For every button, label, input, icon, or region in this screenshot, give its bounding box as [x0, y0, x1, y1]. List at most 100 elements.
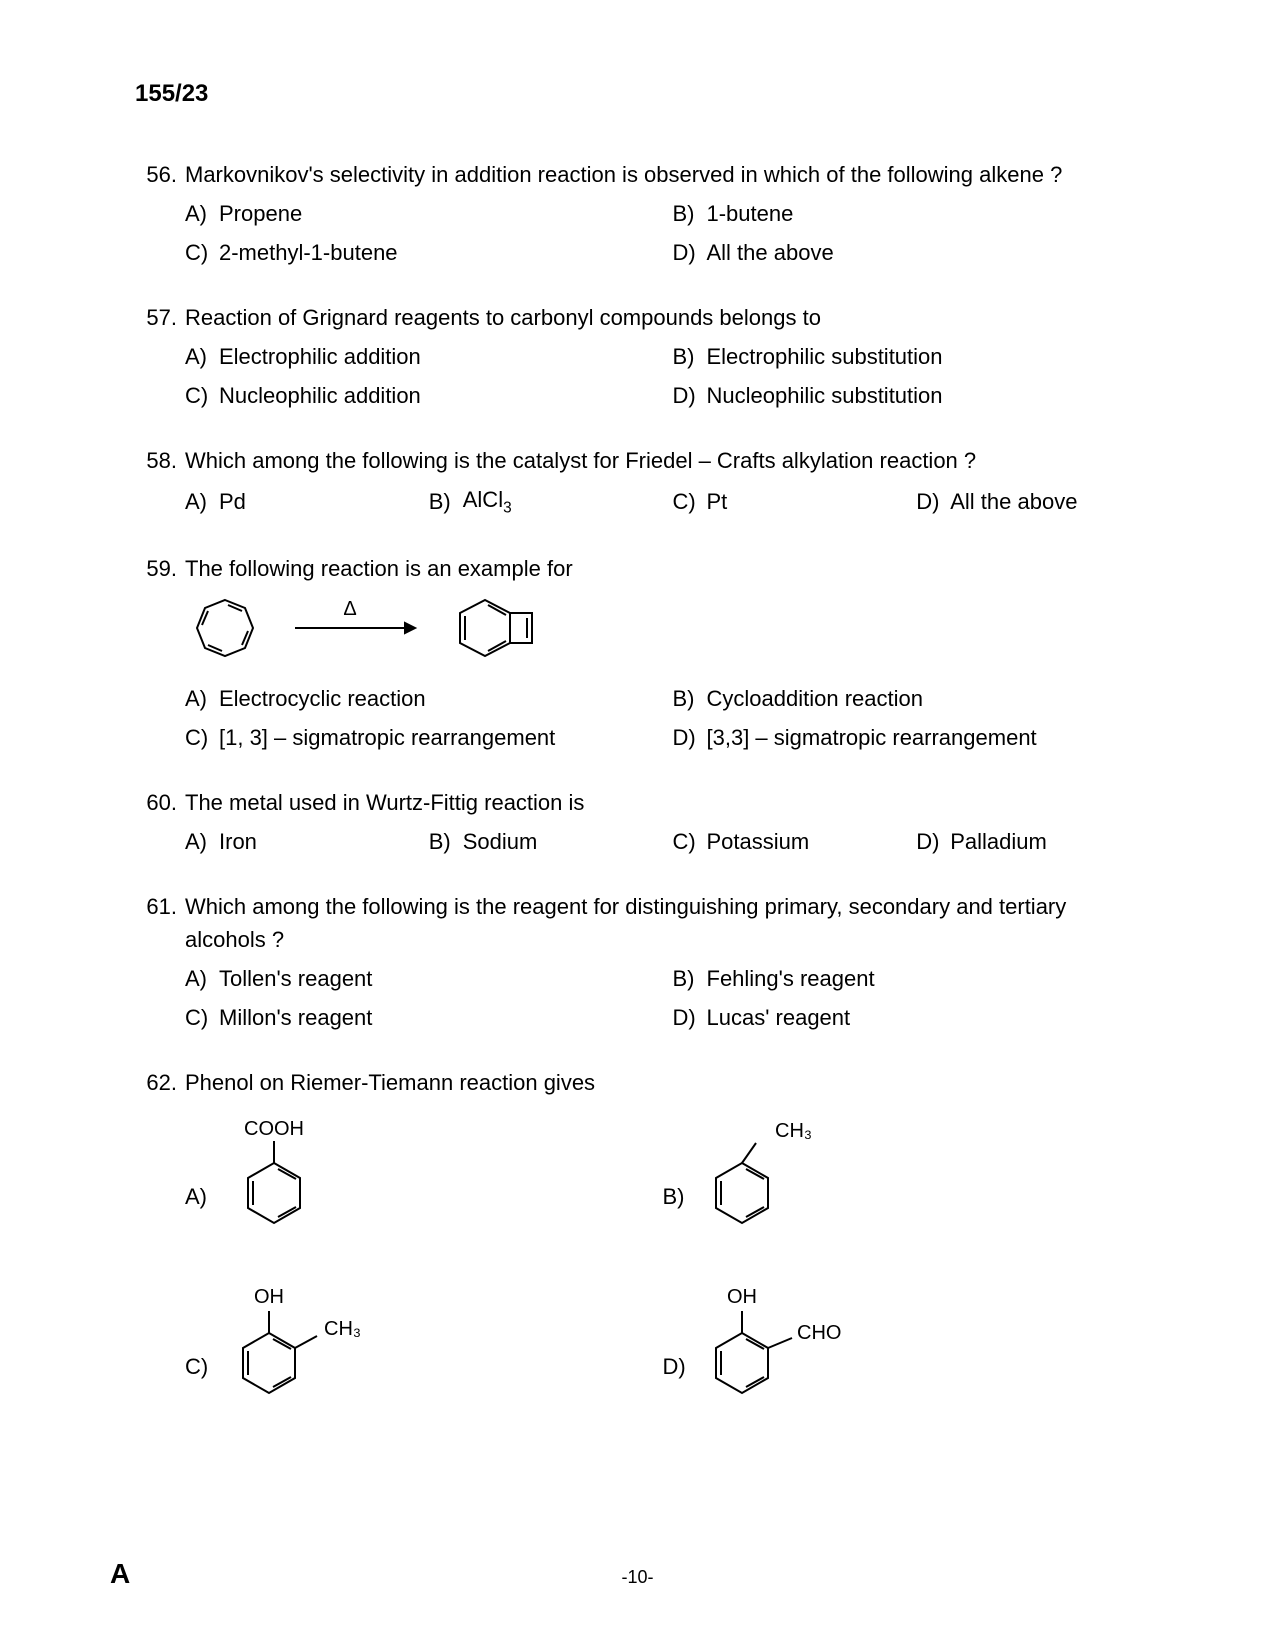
option-text: All the above [950, 485, 1077, 518]
question-61: 61. Which among the following is the rea… [135, 890, 1140, 1034]
page-header: 155/23 [135, 80, 1140, 108]
option-label: D) [673, 379, 707, 412]
option-b: B)Cycloaddition reaction [673, 682, 1141, 715]
svg-text:CH₃: CH₃ [324, 1318, 361, 1340]
option-text: Electrophilic addition [219, 340, 421, 373]
question-number: 59. [135, 552, 185, 585]
option-text: Fehling's reagent [707, 962, 875, 995]
svg-text:Δ: Δ [343, 598, 356, 620]
option-c: C)Nucleophilic addition [185, 379, 653, 412]
option-a: A)Tollen's reagent [185, 962, 653, 995]
option-text: Propene [219, 197, 302, 230]
option-text: Pt [707, 485, 728, 518]
question-text: Which among the following is the reagent… [185, 890, 1140, 956]
question-number: 56. [135, 158, 185, 191]
option-c: C)[1, 3] – sigmatropic rearrangement [185, 721, 653, 754]
option-a: A)Propene [185, 197, 653, 230]
question-60: 60. The metal used in Wurtz-Fittig react… [135, 786, 1140, 858]
option-d: D)Nucleophilic substitution [673, 379, 1141, 412]
option-label: B) [673, 962, 707, 995]
option-label: B) [663, 1180, 697, 1213]
option-label: A) [185, 485, 219, 518]
option-b: B)1-butene [673, 197, 1141, 230]
option-label: C) [673, 485, 707, 518]
option-label: C) [185, 721, 219, 754]
option-text: Potassium [707, 825, 810, 858]
option-c: C)Potassium [673, 825, 897, 858]
option-a: A)Electrophilic addition [185, 340, 653, 373]
option-text: Nucleophilic addition [219, 379, 421, 412]
option-text: Cycloaddition reaction [707, 682, 923, 715]
option-text: 1-butene [707, 197, 794, 230]
question-number: 58. [135, 444, 185, 477]
option-a: A)Iron [185, 825, 409, 858]
svg-text:OH: OH [727, 1286, 757, 1308]
question-number: 60. [135, 786, 185, 819]
option-label: B) [673, 682, 707, 715]
footer-series: A [110, 1558, 130, 1590]
option-text: All the above [707, 236, 834, 269]
option-a: A)Pd [185, 483, 409, 520]
option-text: Pd [219, 485, 246, 518]
option-text: Tollen's reagent [219, 962, 372, 995]
option-c: C)Pt [673, 483, 897, 520]
option-label: C) [185, 379, 219, 412]
reaction-diagram: Δ [185, 593, 1140, 672]
option-label: C) [185, 236, 219, 269]
option-label: A) [185, 682, 219, 715]
option-d: D)[3,3] – sigmatropic rearrangement [673, 721, 1141, 754]
option-label: D) [673, 1001, 707, 1034]
svg-text:CH₃: CH₃ [775, 1120, 812, 1142]
structure-icon: OH CHO [697, 1273, 877, 1413]
question-text: The following reaction is an example for [185, 552, 1140, 585]
option-c: C)Millon's reagent [185, 1001, 653, 1034]
option-text: Millon's reagent [219, 1001, 372, 1034]
question-number: 61. [135, 890, 185, 923]
option-text: Electrocyclic reaction [219, 682, 426, 715]
option-label: A) [185, 962, 219, 995]
question-58: 58. Which among the following is the cat… [135, 444, 1140, 520]
option-text: 2-methyl-1-butene [219, 236, 398, 269]
option-text: Sodium [463, 825, 538, 858]
question-number: 57. [135, 301, 185, 334]
option-label: B) [429, 825, 463, 858]
svg-text:OH: OH [254, 1286, 284, 1308]
option-label: B) [673, 197, 707, 230]
question-57: 57. Reaction of Grignard reagents to car… [135, 301, 1140, 412]
option-label: B) [673, 340, 707, 373]
option-b: B)Electrophilic substitution [673, 340, 1141, 373]
option-label: D) [673, 721, 707, 754]
footer-page-number: -10- [621, 1567, 653, 1588]
question-number: 62. [135, 1066, 185, 1099]
option-text: Nucleophilic substitution [707, 379, 943, 412]
option-text: Iron [219, 825, 257, 858]
option-b: B)Sodium [429, 825, 653, 858]
option-text: [1, 3] – sigmatropic rearrangement [219, 721, 555, 754]
option-label: A) [185, 825, 219, 858]
structure-icon: OH CH₃ [219, 1273, 389, 1413]
option-b: B)Fehling's reagent [673, 962, 1141, 995]
question-text: The metal used in Wurtz-Fittig reaction … [185, 786, 1140, 819]
option-d: D)Lucas' reagent [673, 1001, 1141, 1034]
option-text: Palladium [950, 825, 1047, 858]
question-56: 56. Markovnikov's selectivity in additio… [135, 158, 1140, 269]
option-c: C) OH CH₃ [185, 1273, 663, 1413]
option-b: B)AlCl3 [429, 483, 653, 520]
option-label: D) [663, 1350, 697, 1383]
structure-icon: COOH [219, 1113, 359, 1243]
option-label: C) [185, 1350, 219, 1383]
option-label: A) [185, 197, 219, 230]
option-text: [3,3] – sigmatropic rearrangement [707, 721, 1037, 754]
option-d: D)All the above [673, 236, 1141, 269]
option-label: D) [916, 485, 950, 518]
option-a: A) COOH [185, 1113, 663, 1243]
page-container: 155/23 56. Markovnikov's selectivity in … [0, 0, 1275, 1650]
option-label: C) [185, 1001, 219, 1034]
structure-icon: CH₃ [697, 1113, 837, 1243]
option-d: D) OH CHO [663, 1273, 1141, 1413]
svg-text:COOH: COOH [244, 1118, 304, 1140]
question-text: Phenol on Riemer-Tiemann reaction gives [185, 1066, 1140, 1099]
option-text: Electrophilic substitution [707, 340, 943, 373]
question-59: 59. The following reaction is an example… [135, 552, 1140, 754]
option-label: A) [185, 340, 219, 373]
